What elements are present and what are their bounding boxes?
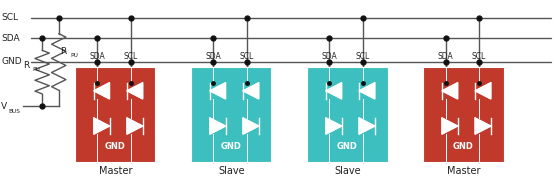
Text: V: V (1, 102, 7, 111)
Polygon shape (243, 83, 259, 99)
Text: PU: PU (33, 67, 40, 72)
Text: GND: GND (221, 142, 242, 151)
Bar (75, 67, 156, 162)
Text: GND: GND (337, 142, 358, 151)
Bar (191, 67, 271, 162)
Polygon shape (127, 83, 143, 99)
Polygon shape (359, 83, 375, 99)
Text: SCL: SCL (124, 52, 138, 61)
Polygon shape (442, 118, 458, 134)
Polygon shape (442, 83, 458, 99)
Text: GND: GND (453, 142, 474, 151)
Bar (423, 67, 504, 162)
Polygon shape (94, 118, 110, 134)
Text: Slave: Slave (218, 166, 245, 176)
Polygon shape (326, 118, 342, 134)
Text: SDA: SDA (206, 52, 222, 61)
Text: SCL: SCL (239, 52, 254, 61)
Polygon shape (475, 83, 491, 99)
Polygon shape (94, 83, 110, 99)
Text: GND: GND (105, 142, 126, 151)
Polygon shape (243, 118, 259, 134)
Bar (307, 67, 387, 162)
Text: SCL: SCL (471, 52, 486, 61)
Text: SDA: SDA (90, 52, 105, 61)
Polygon shape (210, 118, 225, 134)
Text: R: R (60, 47, 66, 56)
Text: SCL: SCL (2, 13, 19, 22)
Text: R: R (23, 61, 29, 70)
Text: SDA: SDA (2, 34, 20, 43)
Text: Slave: Slave (334, 166, 361, 176)
Text: PU: PU (70, 53, 78, 58)
Text: BUS: BUS (8, 109, 20, 114)
Polygon shape (210, 83, 225, 99)
Polygon shape (475, 118, 491, 134)
Text: SDA: SDA (438, 52, 453, 61)
Text: SDA: SDA (322, 52, 337, 61)
Text: GND: GND (2, 57, 22, 66)
Text: Master: Master (99, 166, 132, 176)
Text: SCL: SCL (356, 52, 370, 61)
Text: Master: Master (447, 166, 480, 176)
Polygon shape (127, 118, 143, 134)
Polygon shape (359, 118, 375, 134)
Polygon shape (326, 83, 342, 99)
